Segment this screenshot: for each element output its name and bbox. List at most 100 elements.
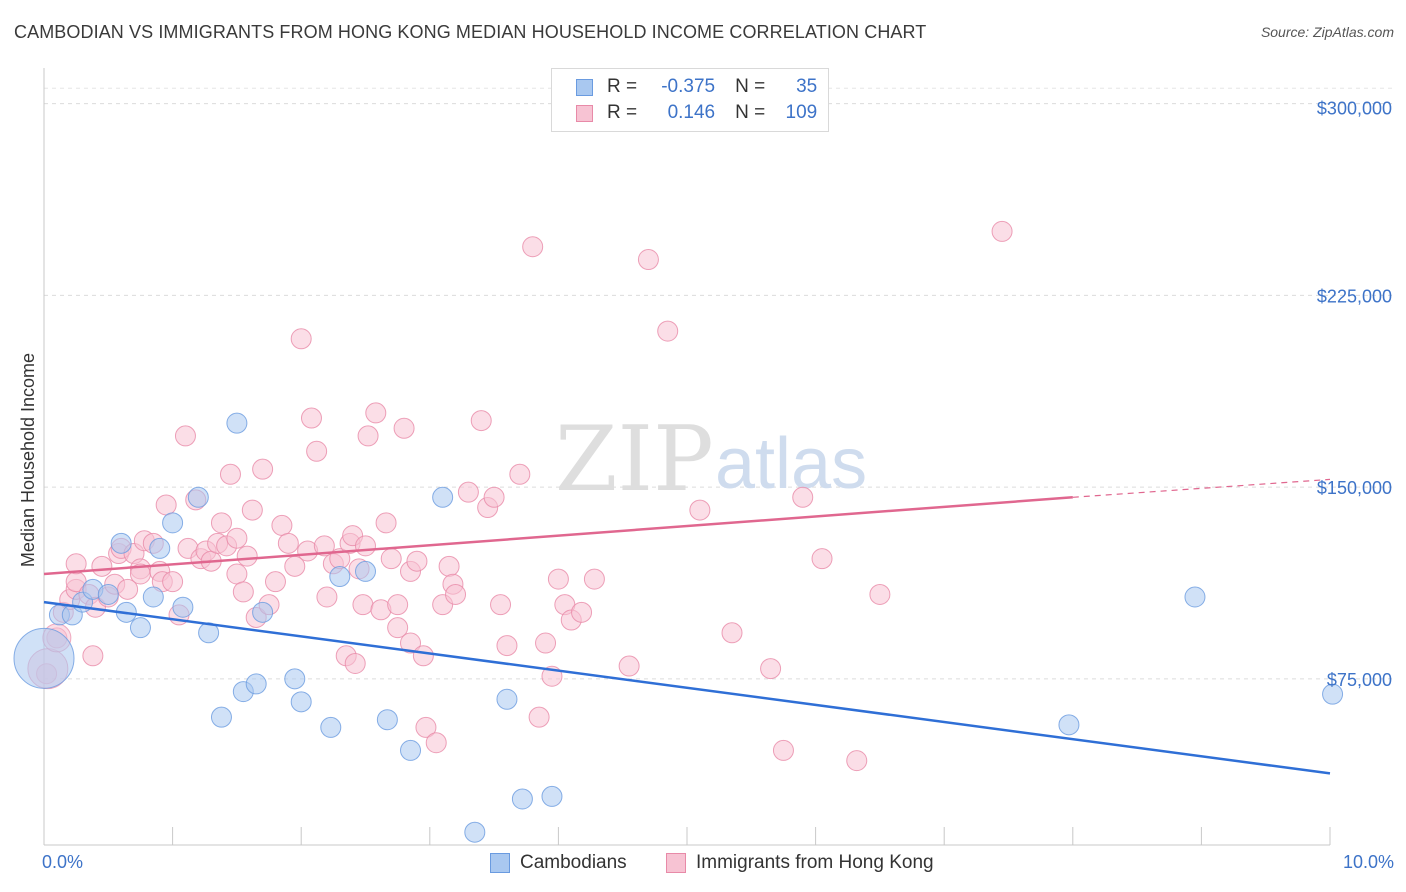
trend-line-hong-kong	[43, 496, 1073, 576]
data-point	[236, 545, 258, 567]
data-point	[316, 586, 338, 608]
data-point	[355, 535, 376, 557]
data-point	[300, 407, 322, 429]
data-point	[129, 617, 151, 639]
legend-r-label: R =	[607, 102, 638, 123]
data-point	[155, 494, 177, 516]
data-point	[376, 709, 398, 731]
bottom-legend-label-hong-kong: Immigrants from Hong Kong	[696, 852, 934, 873]
y-tick-label: $300,000	[1317, 99, 1392, 119]
data-point	[470, 410, 492, 432]
data-point	[245, 673, 267, 695]
data-point	[772, 739, 794, 761]
data-point	[490, 594, 512, 616]
bottom-legend-label-cambodians: Cambodians	[520, 852, 627, 873]
data-point	[869, 583, 891, 605]
data-point	[792, 486, 814, 508]
trend-line-cambodians	[43, 600, 1331, 775]
data-point	[110, 532, 132, 554]
data-point	[365, 402, 387, 424]
data-point	[375, 512, 397, 534]
data-point	[219, 463, 241, 485]
data-point	[320, 716, 342, 738]
chart-title: CAMBODIAN VS IMMIGRANTS FROM HONG KONG M…	[14, 22, 927, 42]
y-axis-label: Median Household Income	[18, 353, 38, 567]
data-point	[571, 601, 593, 623]
data-point	[226, 563, 248, 585]
data-point	[357, 425, 379, 447]
correlation-legend: R = -0.375 N = 35 R = 0.146 N = 109	[551, 68, 829, 132]
trend-line-hong-kong-extension	[1072, 478, 1331, 498]
watermark-atlas: atlas	[715, 424, 867, 504]
legend-row-hong-kong: R = 0.146 N = 109	[576, 101, 817, 125]
data-point	[352, 594, 374, 616]
data-point	[496, 635, 518, 657]
data-point	[393, 417, 415, 439]
data-point	[344, 652, 366, 674]
data-point	[241, 499, 263, 521]
data-point	[117, 578, 139, 600]
data-point	[432, 486, 454, 508]
y-tick-label: $150,000	[1317, 478, 1392, 498]
data-point	[82, 645, 104, 667]
bottom-legend-hong-kong: Immigrants from Hong Kong	[666, 852, 934, 874]
data-point	[425, 732, 447, 754]
data-point	[290, 691, 312, 713]
data-point	[445, 583, 467, 605]
legend-r-value: 0.146	[667, 102, 716, 123]
data-point	[355, 560, 376, 582]
data-point	[535, 632, 557, 654]
data-point	[306, 440, 328, 462]
data-point	[284, 668, 306, 690]
data-point	[65, 553, 87, 575]
data-point	[162, 571, 184, 593]
data-point	[142, 586, 164, 608]
data-point	[387, 594, 409, 616]
watermark-zip: ZIP	[555, 407, 714, 512]
legend-r-label: R =	[607, 76, 638, 97]
bottom-legend-swatch-hong-kong	[666, 853, 686, 873]
legend-r-value: -0.375	[661, 76, 716, 97]
data-point	[97, 583, 119, 605]
y-tick-labels: $75,000 $150,000 $225,000 $300,000	[1317, 99, 1392, 690]
bottom-legend-cambodians: Cambodians	[490, 852, 627, 874]
data-point	[210, 512, 232, 534]
data-point	[91, 555, 113, 577]
axes	[43, 68, 1331, 846]
data-point	[226, 527, 248, 549]
data-point	[991, 220, 1013, 242]
data-point	[290, 328, 312, 350]
legend-n-label: N =	[735, 76, 766, 97]
data-point	[846, 750, 868, 772]
legend-n-value: 109	[785, 102, 818, 123]
legend-row-cambodians: R = -0.375 N = 35	[576, 75, 817, 99]
data-point	[387, 617, 409, 639]
data-point	[380, 548, 402, 570]
trend-lines	[43, 478, 1331, 775]
data-point	[406, 550, 428, 572]
x-tick-left: 0.0%	[42, 852, 84, 872]
data-point	[187, 486, 209, 508]
data-point	[313, 535, 335, 557]
data-point	[232, 581, 254, 603]
data-point	[252, 458, 274, 480]
data-point	[162, 512, 184, 534]
legend-n-label: N =	[735, 102, 766, 123]
data-point	[511, 788, 533, 810]
data-point	[689, 499, 711, 521]
data-point	[13, 627, 75, 689]
data-point	[811, 548, 833, 570]
data-point	[277, 532, 299, 554]
data-point	[172, 596, 194, 618]
data-point	[483, 486, 505, 508]
data-point	[174, 425, 196, 447]
data-point	[226, 412, 248, 434]
data-point	[271, 514, 293, 536]
data-point	[264, 571, 286, 593]
data-point	[457, 481, 479, 503]
x-tick-right: 10.0%	[1342, 852, 1394, 872]
data-point	[464, 821, 486, 843]
data-point	[415, 716, 437, 738]
y-tick-label: $225,000	[1317, 286, 1392, 306]
